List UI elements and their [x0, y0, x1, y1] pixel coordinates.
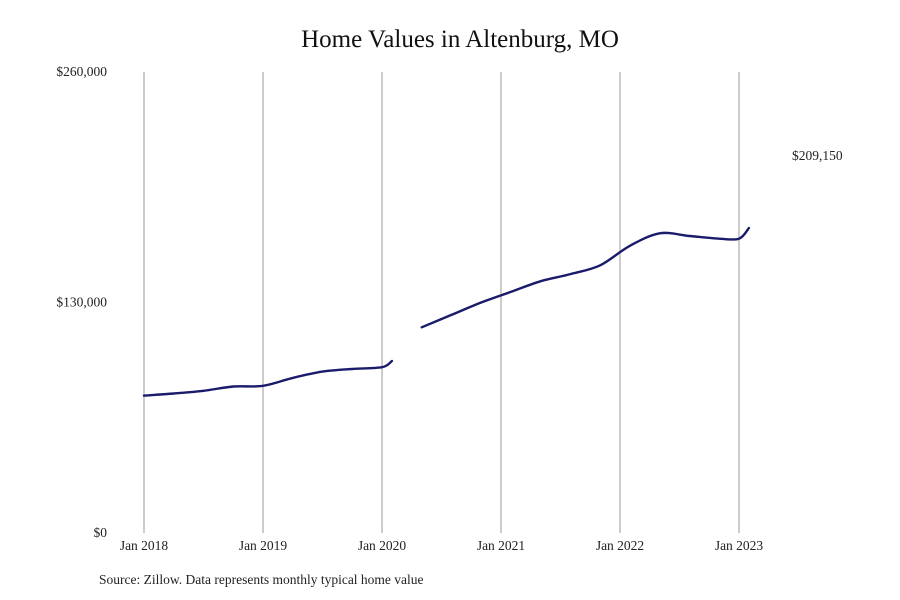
gridlines	[143, 72, 740, 533]
x-tick-label: Jan 2021	[477, 538, 525, 553]
x-tick-label: Jan 2022	[596, 538, 644, 553]
y-axis-ticks: $0 $130,000 $260,000	[56, 64, 107, 540]
series-line-segment-0	[142, 359, 394, 397]
x-tick-label: Jan 2020	[358, 538, 407, 553]
y-tick-label: $130,000	[56, 295, 107, 310]
source-note: Source: Zillow. Data represents monthly …	[99, 572, 424, 587]
series-lines	[142, 226, 751, 397]
x-axis-ticks: Jan 2018 Jan 2019 Jan 2020 Jan 2021 Jan 2022…	[120, 538, 764, 553]
y-tick-label: $260,000	[56, 64, 107, 79]
series-line-segment-1	[420, 226, 751, 329]
x-tick-label: Jan 2019	[239, 538, 288, 553]
y-tick-label: $0	[94, 525, 108, 540]
x-tick-label: Jan 2018	[120, 538, 169, 553]
x-tick-label: Jan 2023	[715, 538, 764, 553]
last-value-label: $209,150	[792, 148, 843, 163]
chart-title: Home Values in Altenburg, MO	[301, 26, 619, 53]
